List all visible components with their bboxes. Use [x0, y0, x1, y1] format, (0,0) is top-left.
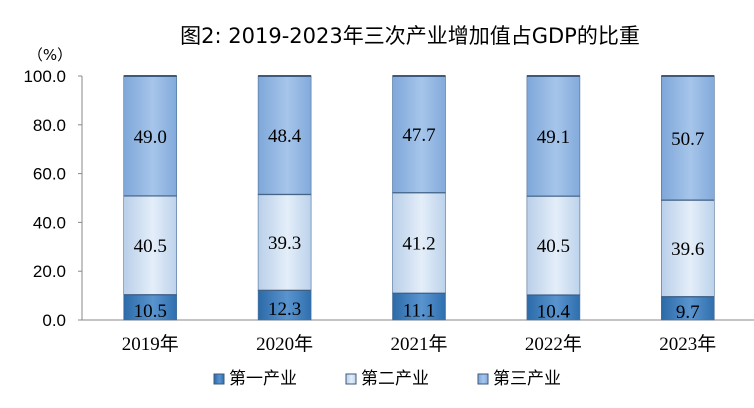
legend-swatch [477, 373, 489, 385]
data-label: 40.5 [134, 236, 167, 257]
data-label: 48.4 [268, 126, 302, 147]
bar-segment-第三产业 [123, 75, 177, 196]
legend-label: 第三产业 [493, 369, 561, 389]
data-label: 9.7 [676, 302, 700, 323]
legend-swatch [345, 373, 357, 385]
legend: 第一产业 第二产业 第三产业 [213, 369, 561, 389]
data-label: 39.6 [671, 239, 704, 260]
bar-segment-第二产业 [257, 193, 312, 291]
bar-segment-第二产业 [123, 195, 177, 295]
x-tick-label: 2023年 [659, 333, 716, 355]
data-label: 49.1 [537, 127, 570, 148]
y-tick-label: 60.0 [33, 165, 66, 184]
x-tick-label: 2019年 [122, 333, 179, 355]
legend-label: 第二产业 [361, 369, 429, 389]
y-tick-label: 0.0 [42, 311, 66, 330]
y-tick-label: 20.0 [33, 262, 66, 281]
bar-segment-第一产业 [257, 289, 312, 321]
chart-title: 图2: 2019-2023年三次产业增加值占GDP的比重 [180, 24, 640, 48]
x-tick-label: 2022年 [525, 333, 582, 355]
data-label: 10.5 [134, 301, 167, 322]
y-tick-label: 100.0 [23, 67, 66, 86]
y-axis [78, 75, 83, 321]
data-label: 39.3 [268, 233, 301, 254]
y-tick-label: 80.0 [33, 116, 66, 135]
x-tick-label: 2020年 [256, 333, 313, 355]
data-label: 11.1 [403, 300, 436, 321]
bar-segment-第三产业 [526, 75, 581, 197]
bar-segment-第一产业 [526, 294, 581, 321]
data-label: 12.3 [268, 299, 301, 320]
bar-segment-第二产业 [392, 192, 446, 294]
bar-segment-第二产业 [526, 195, 581, 295]
data-label: 50.7 [671, 129, 704, 150]
data-label: 41.2 [402, 234, 435, 255]
bar-segment-第三产业 [660, 75, 715, 201]
bar-segment-第一产业 [392, 292, 446, 321]
bar-segment-第三产业 [392, 75, 446, 193]
legend-label: 第一产业 [229, 369, 297, 389]
data-label: 47.7 [402, 125, 435, 146]
bar-segment-第三产业 [257, 75, 312, 195]
legend-swatch [213, 373, 225, 385]
data-label: 40.5 [537, 236, 570, 257]
y-tick-label: 40.0 [33, 213, 66, 232]
bar-segment-第二产业 [660, 199, 715, 297]
y-unit-label: （%） [28, 46, 72, 64]
data-label: 10.4 [537, 301, 571, 322]
data-label: 49.0 [134, 127, 167, 148]
bar-segment-第一产业 [123, 294, 177, 321]
x-tick-label: 2021年 [390, 333, 447, 355]
